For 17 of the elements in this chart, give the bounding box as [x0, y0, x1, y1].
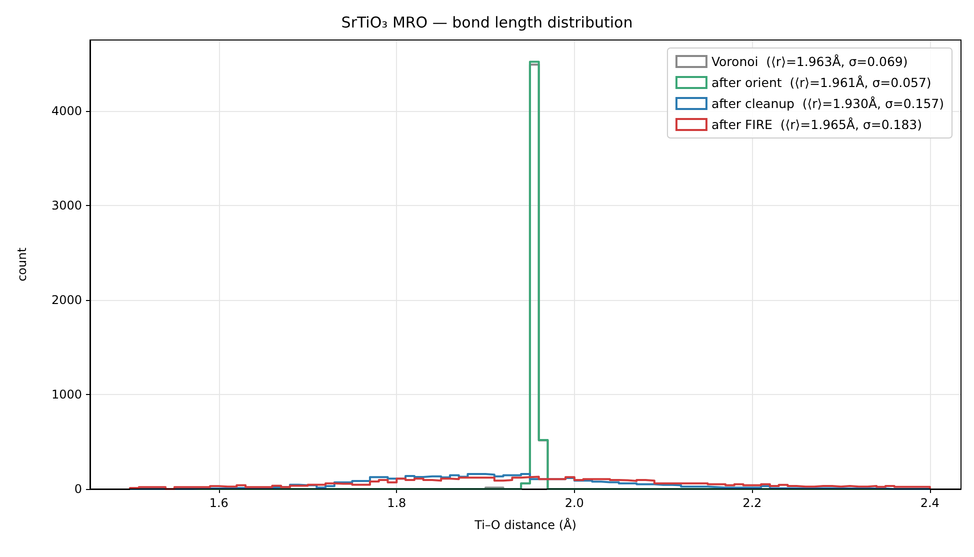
x-tick-label: 2.4 [920, 496, 940, 510]
y-axis-title: count [15, 247, 29, 282]
y-tick-label: 2000 [51, 292, 82, 307]
y-tick-label: 0 [74, 482, 82, 496]
legend-label: after cleanup (⟨r⟩=1.930Å, σ=0.157) [711, 96, 944, 111]
legend-label: after orient (⟨r⟩=1.961Å, σ=0.057) [711, 75, 932, 90]
x-tick-label: 2.0 [564, 496, 584, 510]
y-tick-label: 1000 [51, 387, 82, 402]
y-tick-label: 4000 [51, 104, 82, 118]
x-tick-label: 1.8 [387, 496, 406, 510]
x-tick-label: 2.2 [742, 496, 762, 510]
y-tick-label: 3000 [51, 198, 82, 212]
x-axis-title: Ti–O distance (Å) [474, 517, 576, 532]
legend-label: after FIRE (⟨r⟩=1.965Å, σ=0.183) [711, 117, 922, 132]
legend-label: Voronoi (⟨r⟩=1.963Å, σ=0.069) [711, 54, 908, 69]
x-tick-label: 1.6 [209, 496, 228, 510]
chart-title: SrTiO₃ MRO — bond length distribution [341, 14, 633, 32]
